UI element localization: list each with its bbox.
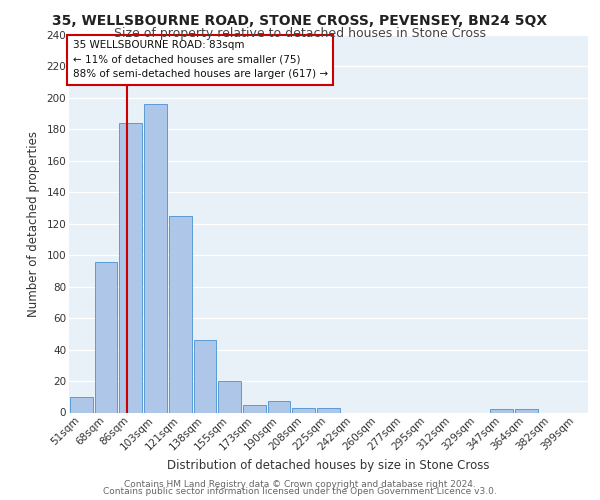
Text: Contains HM Land Registry data © Crown copyright and database right 2024.: Contains HM Land Registry data © Crown c… [124, 480, 476, 489]
Text: 35, WELLSBOURNE ROAD, STONE CROSS, PEVENSEY, BN24 5QX: 35, WELLSBOURNE ROAD, STONE CROSS, PEVEN… [52, 14, 548, 28]
Bar [95, 262, 118, 412]
Bar [515, 410, 538, 412]
Y-axis label: Number of detached properties: Number of detached properties [26, 130, 40, 317]
Bar [70, 397, 93, 412]
Bar [317, 408, 340, 412]
Bar [490, 410, 513, 412]
Bar [119, 123, 142, 412]
Text: Contains public sector information licensed under the Open Government Licence v3: Contains public sector information licen… [103, 488, 497, 496]
Text: 35 WELLSBOURNE ROAD: 83sqm
← 11% of detached houses are smaller (75)
88% of semi: 35 WELLSBOURNE ROAD: 83sqm ← 11% of deta… [73, 40, 328, 80]
Bar [243, 404, 266, 412]
Bar [218, 381, 241, 412]
Bar [292, 408, 315, 412]
Bar [194, 340, 216, 412]
Bar [268, 402, 290, 412]
X-axis label: Distribution of detached houses by size in Stone Cross: Distribution of detached houses by size … [167, 459, 490, 472]
Bar [144, 104, 167, 412]
Text: Size of property relative to detached houses in Stone Cross: Size of property relative to detached ho… [114, 28, 486, 40]
Bar [169, 216, 191, 412]
